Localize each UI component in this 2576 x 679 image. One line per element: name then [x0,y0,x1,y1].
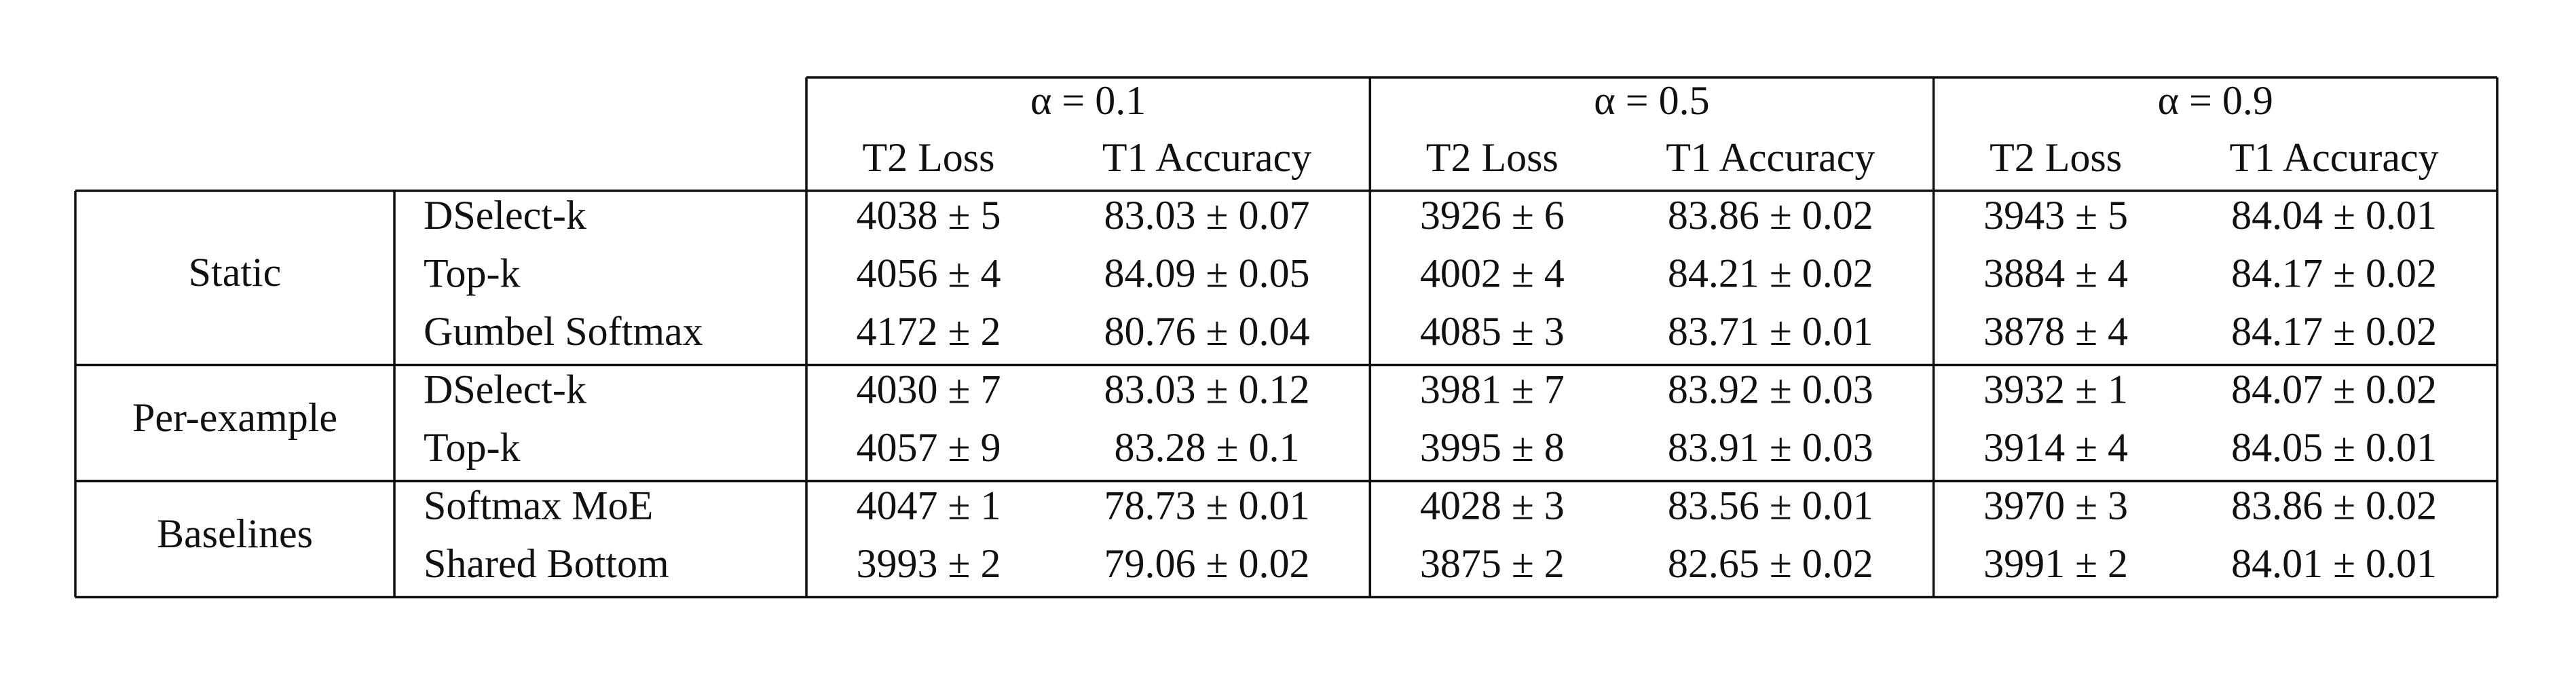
block-header: α = 0.1 [1030,78,1146,123]
cell-value: 83.03 ± 0.12 [1104,367,1310,411]
cell-value: 3991 ± 2 [1983,541,2128,586]
column-header: T2 Loss [1990,135,2122,180]
cell-value: 3981 ± 7 [1420,367,1565,411]
cell-value: 84.05 ± 0.01 [2231,425,2437,470]
cell-value: 84.09 ± 0.05 [1104,251,1310,295]
cell-value: 3875 ± 2 [1420,541,1565,586]
method-label: Top-k [424,251,520,295]
column-header: T2 Loss [863,135,995,180]
column-header: T2 Loss [1426,135,1558,180]
cell-value: 3932 ± 1 [1983,367,2128,411]
cell-value: 83.28 ± 0.1 [1115,425,1300,470]
cell-value: 4028 ± 3 [1420,483,1565,528]
cell-value: 83.86 ± 0.02 [2231,483,2437,528]
method-label: Softmax MoE [424,483,653,528]
cell-value: 4172 ± 2 [857,309,1001,354]
cell-value: 83.03 ± 0.07 [1104,193,1310,238]
group-label: Static [189,250,282,295]
method-label: DSelect-k [424,193,586,238]
method-label: Shared Bottom [424,541,669,586]
cell-value: 4002 ± 4 [1420,251,1565,295]
column-header: T1 Accuracy [1102,135,1311,180]
block-header: α = 0.9 [2158,78,2273,123]
cell-value: 84.01 ± 0.01 [2231,541,2437,586]
method-label: Gumbel Softmax [424,309,703,354]
cell-value: 4038 ± 5 [857,193,1001,238]
cell-value: 4030 ± 7 [857,367,1001,411]
cell-value: 3943 ± 5 [1983,193,2128,238]
cell-value: 3926 ± 6 [1420,193,1565,238]
group-label: Per-example [132,395,337,440]
cell-value: 84.04 ± 0.01 [2231,193,2437,238]
cell-value: 80.76 ± 0.04 [1104,309,1310,354]
cell-value: 83.86 ± 0.02 [1668,193,1873,238]
block-header: α = 0.5 [1594,78,1709,123]
cell-value: 84.07 ± 0.02 [2231,367,2437,411]
cell-value: 83.91 ± 0.03 [1668,425,1873,470]
column-header: T1 Accuracy [1666,135,1875,180]
method-label: DSelect-k [424,367,586,411]
group-label: Baselines [157,511,313,556]
cell-value: 84.21 ± 0.02 [1668,251,1873,295]
cell-value: 3970 ± 3 [1983,483,2128,528]
cell-value: 84.17 ± 0.02 [2231,251,2437,295]
cell-value: 4057 ± 9 [857,425,1001,470]
method-label: Top-k [424,425,520,470]
cell-value: 3993 ± 2 [857,541,1001,586]
cell-value: 4056 ± 4 [857,251,1001,295]
cell-value: 4047 ± 1 [857,483,1001,528]
cell-value: 84.17 ± 0.02 [2231,309,2437,354]
cell-value: 3878 ± 4 [1983,309,2128,354]
cell-value: 4085 ± 3 [1420,309,1565,354]
cell-value: 78.73 ± 0.01 [1104,483,1310,528]
cell-value: 3995 ± 8 [1420,425,1565,470]
cell-value: 82.65 ± 0.02 [1668,541,1873,586]
cell-value: 79.06 ± 0.02 [1104,541,1310,586]
column-header: T1 Accuracy [2230,135,2439,180]
cell-value: 3884 ± 4 [1983,251,2128,295]
cell-value: 83.56 ± 0.01 [1668,483,1873,528]
cell-value: 3914 ± 4 [1983,425,2128,470]
cell-value: 83.92 ± 0.03 [1668,367,1873,411]
cell-value: 83.71 ± 0.01 [1668,309,1873,354]
